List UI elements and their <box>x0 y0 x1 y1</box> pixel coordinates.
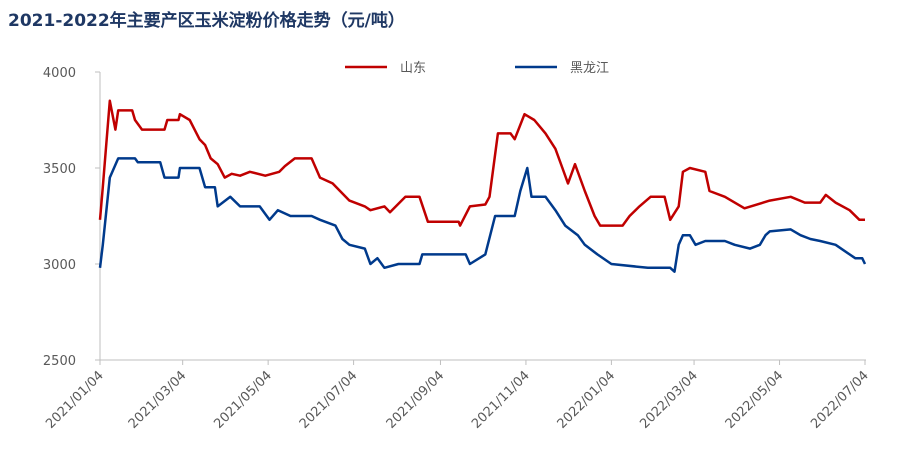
legend-label: 黑龙江 <box>570 61 609 76</box>
x-tick-label: 2021/05/04 <box>211 368 275 432</box>
x-tick-label: 2021/09/04 <box>384 368 448 432</box>
y-tick-label: 3000 <box>43 258 76 273</box>
y-tick-label: 4000 <box>43 66 76 81</box>
x-tick-label: 2022/05/04 <box>723 368 787 432</box>
chart-title: 2021-2022年主要产区玉米淀粉价格走势（元/吨） <box>8 10 405 31</box>
series-line <box>98 99 865 227</box>
legend-label: 山东 <box>400 61 426 76</box>
x-tick-label: 2022/01/04 <box>555 368 619 432</box>
x-tick-label: 2021/01/04 <box>43 368 107 432</box>
y-tick-label: 2500 <box>43 354 76 369</box>
x-tick-label: 2021/03/04 <box>126 368 190 432</box>
y-tick-label: 3500 <box>43 162 76 177</box>
series-line <box>98 157 867 273</box>
x-tick-label: 2022/07/04 <box>808 368 872 432</box>
x-tick-label: 2021/11/04 <box>469 368 533 432</box>
x-tick-label: 2021/07/04 <box>297 368 361 432</box>
x-tick-label: 2022/03/04 <box>637 368 701 432</box>
